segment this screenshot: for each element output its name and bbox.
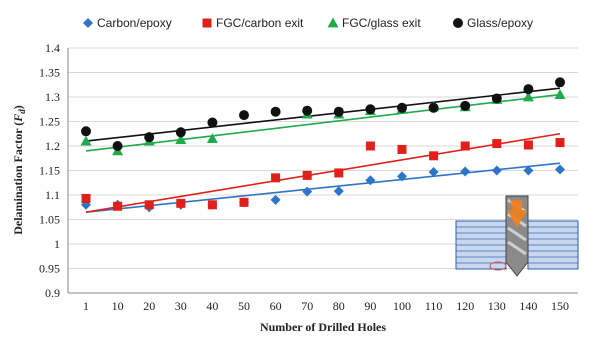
legend-marker-fgc-glass-exit	[327, 17, 339, 28]
data-point-carbon-epoxy	[365, 175, 376, 186]
x-tick-label: 40	[206, 299, 218, 313]
data-point-glass-epoxy	[523, 84, 534, 95]
data-point-glass-epoxy	[397, 102, 407, 113]
data-point-fgc-carbon-exit	[365, 141, 375, 151]
x-tick-label: 130	[488, 299, 506, 313]
data-point-fgc-glass-exit	[80, 135, 92, 146]
y-tick-label: 1.35	[39, 66, 60, 80]
data-point-glass-epoxy	[144, 132, 155, 143]
legend-marker-glass-epoxy	[453, 18, 463, 28]
x-tick-label: 100	[393, 299, 411, 313]
data-point-fgc-carbon-exit	[523, 140, 533, 150]
data-point-glass-epoxy	[428, 102, 439, 113]
y-tick-label: 0.9	[45, 286, 60, 300]
x-tick-label: 30	[175, 299, 187, 313]
data-point-glass-epoxy	[239, 110, 249, 121]
data-point-fgc-carbon-exit	[81, 193, 91, 203]
x-axis-title: Number of Drilled Holes	[260, 320, 386, 334]
data-point-fgc-carbon-exit	[460, 141, 470, 151]
y-tick-label: 0.95	[39, 262, 60, 276]
x-tick-label: 50	[238, 299, 250, 313]
x-tick-labels: 1 10 20 30 40 50 60 70 80 90 100 110 120 130 140 150	[83, 299, 569, 313]
x-tick-label: 90	[364, 299, 376, 313]
data-point-fgc-carbon-exit	[271, 173, 281, 183]
y-tick-label: 1.3	[45, 90, 60, 104]
y-tick-label: 1.05	[39, 213, 60, 227]
trendline-fgc-glass-exit	[85, 93, 561, 152]
data-point-glass-epoxy	[207, 117, 218, 128]
y-axis-title: Delamination Factor (Fd)	[11, 105, 27, 235]
data-point-fgc-carbon-exit	[334, 168, 344, 178]
y-tick-label: 1	[54, 237, 60, 251]
trendline-fgc-carbon-exit	[85, 132, 561, 213]
data-point-carbon-epoxy	[302, 186, 313, 197]
legend-marker-carbon-epoxy	[83, 18, 93, 28]
data-point-fgc-carbon-exit	[239, 197, 249, 207]
legend-label-glass-epoxy: Glass/epoxy	[467, 16, 533, 30]
data-point-glass-epoxy	[555, 77, 565, 88]
y-tick-label: 1.1	[45, 188, 60, 202]
data-point-glass-epoxy	[302, 105, 313, 116]
legend-label-carbon-epoxy: Carbon/epoxy	[97, 16, 172, 30]
y-tick-label: 1.15	[39, 164, 60, 178]
data-point-carbon-epoxy	[270, 194, 281, 205]
data-point-fgc-carbon-exit	[492, 139, 502, 149]
x-tick-label: 10	[112, 299, 124, 313]
x-tick-label: 1	[83, 299, 89, 313]
y-tick-label: 1.4	[45, 41, 60, 55]
data-point-carbon-epoxy	[523, 165, 534, 176]
data-point-fgc-glass-exit	[175, 134, 187, 145]
data-point-carbon-epoxy	[491, 165, 502, 176]
data-point-fgc-carbon-exit	[207, 200, 217, 210]
trendline-glass-epoxy	[85, 87, 561, 142]
data-point-fgc-carbon-exit	[302, 170, 312, 180]
data-point-glass-epoxy	[491, 93, 502, 104]
legend-label-fgc-glass-exit: FGC/glass exit	[342, 16, 421, 30]
data-point-fgc-carbon-exit	[429, 151, 439, 161]
y-tick-label: 1.2	[45, 139, 60, 153]
legend-marker-fgc-carbon-exit	[202, 18, 212, 28]
data-point-carbon-epoxy	[333, 186, 344, 197]
data-point-glass-epoxy	[365, 104, 376, 115]
trendline-carbon-epoxy	[85, 162, 561, 213]
data-point-glass-epoxy	[333, 106, 344, 117]
data-point-carbon-epoxy	[555, 164, 565, 175]
legend: Carbon/epoxy FGC/carbon exit FGC/glass exi…	[83, 16, 533, 30]
data-point-fgc-carbon-exit	[113, 201, 123, 211]
data-point-carbon-epoxy	[397, 171, 407, 182]
trendlines	[85, 87, 561, 213]
x-tick-label: 70	[301, 299, 313, 313]
x-tick-label: 20	[143, 299, 155, 313]
y-tick-labels: 0.9 0.95 1 1.05 1.1 1.15 1.2 1.25 1.3 1.35 1.4	[39, 41, 60, 300]
data-point-carbon-epoxy	[428, 166, 439, 177]
drill-illustration	[455, 195, 579, 277]
data-point-fgc-glass-exit	[522, 91, 534, 102]
data-point-fgc-carbon-exit	[555, 138, 565, 148]
x-tick-label: 110	[425, 299, 443, 313]
x-tick-label: 150	[551, 299, 569, 313]
data-point-fgc-glass-exit	[554, 89, 566, 99]
data-point-fgc-carbon-exit	[397, 144, 407, 154]
x-tick-label: 60	[270, 299, 282, 313]
x-tick-label: 140	[519, 299, 537, 313]
data-point-glass-epoxy	[270, 106, 281, 117]
x-tick-label: 80	[333, 299, 345, 313]
legend-label-fgc-carbon-exit: FGC/carbon exit	[216, 16, 304, 30]
data-point-fgc-glass-exit	[206, 133, 218, 144]
x-tick-label: 120	[456, 299, 474, 313]
y-tick-label: 1.25	[39, 115, 60, 129]
data-point-glass-epoxy	[175, 127, 186, 138]
data-markers	[80, 77, 566, 213]
data-point-glass-epoxy	[81, 126, 91, 137]
data-point-fgc-carbon-exit	[176, 198, 186, 208]
data-point-fgc-carbon-exit	[144, 200, 154, 210]
data-point-carbon-epoxy	[460, 166, 471, 177]
data-point-glass-epoxy	[112, 141, 123, 151]
data-point-glass-epoxy	[460, 100, 471, 111]
